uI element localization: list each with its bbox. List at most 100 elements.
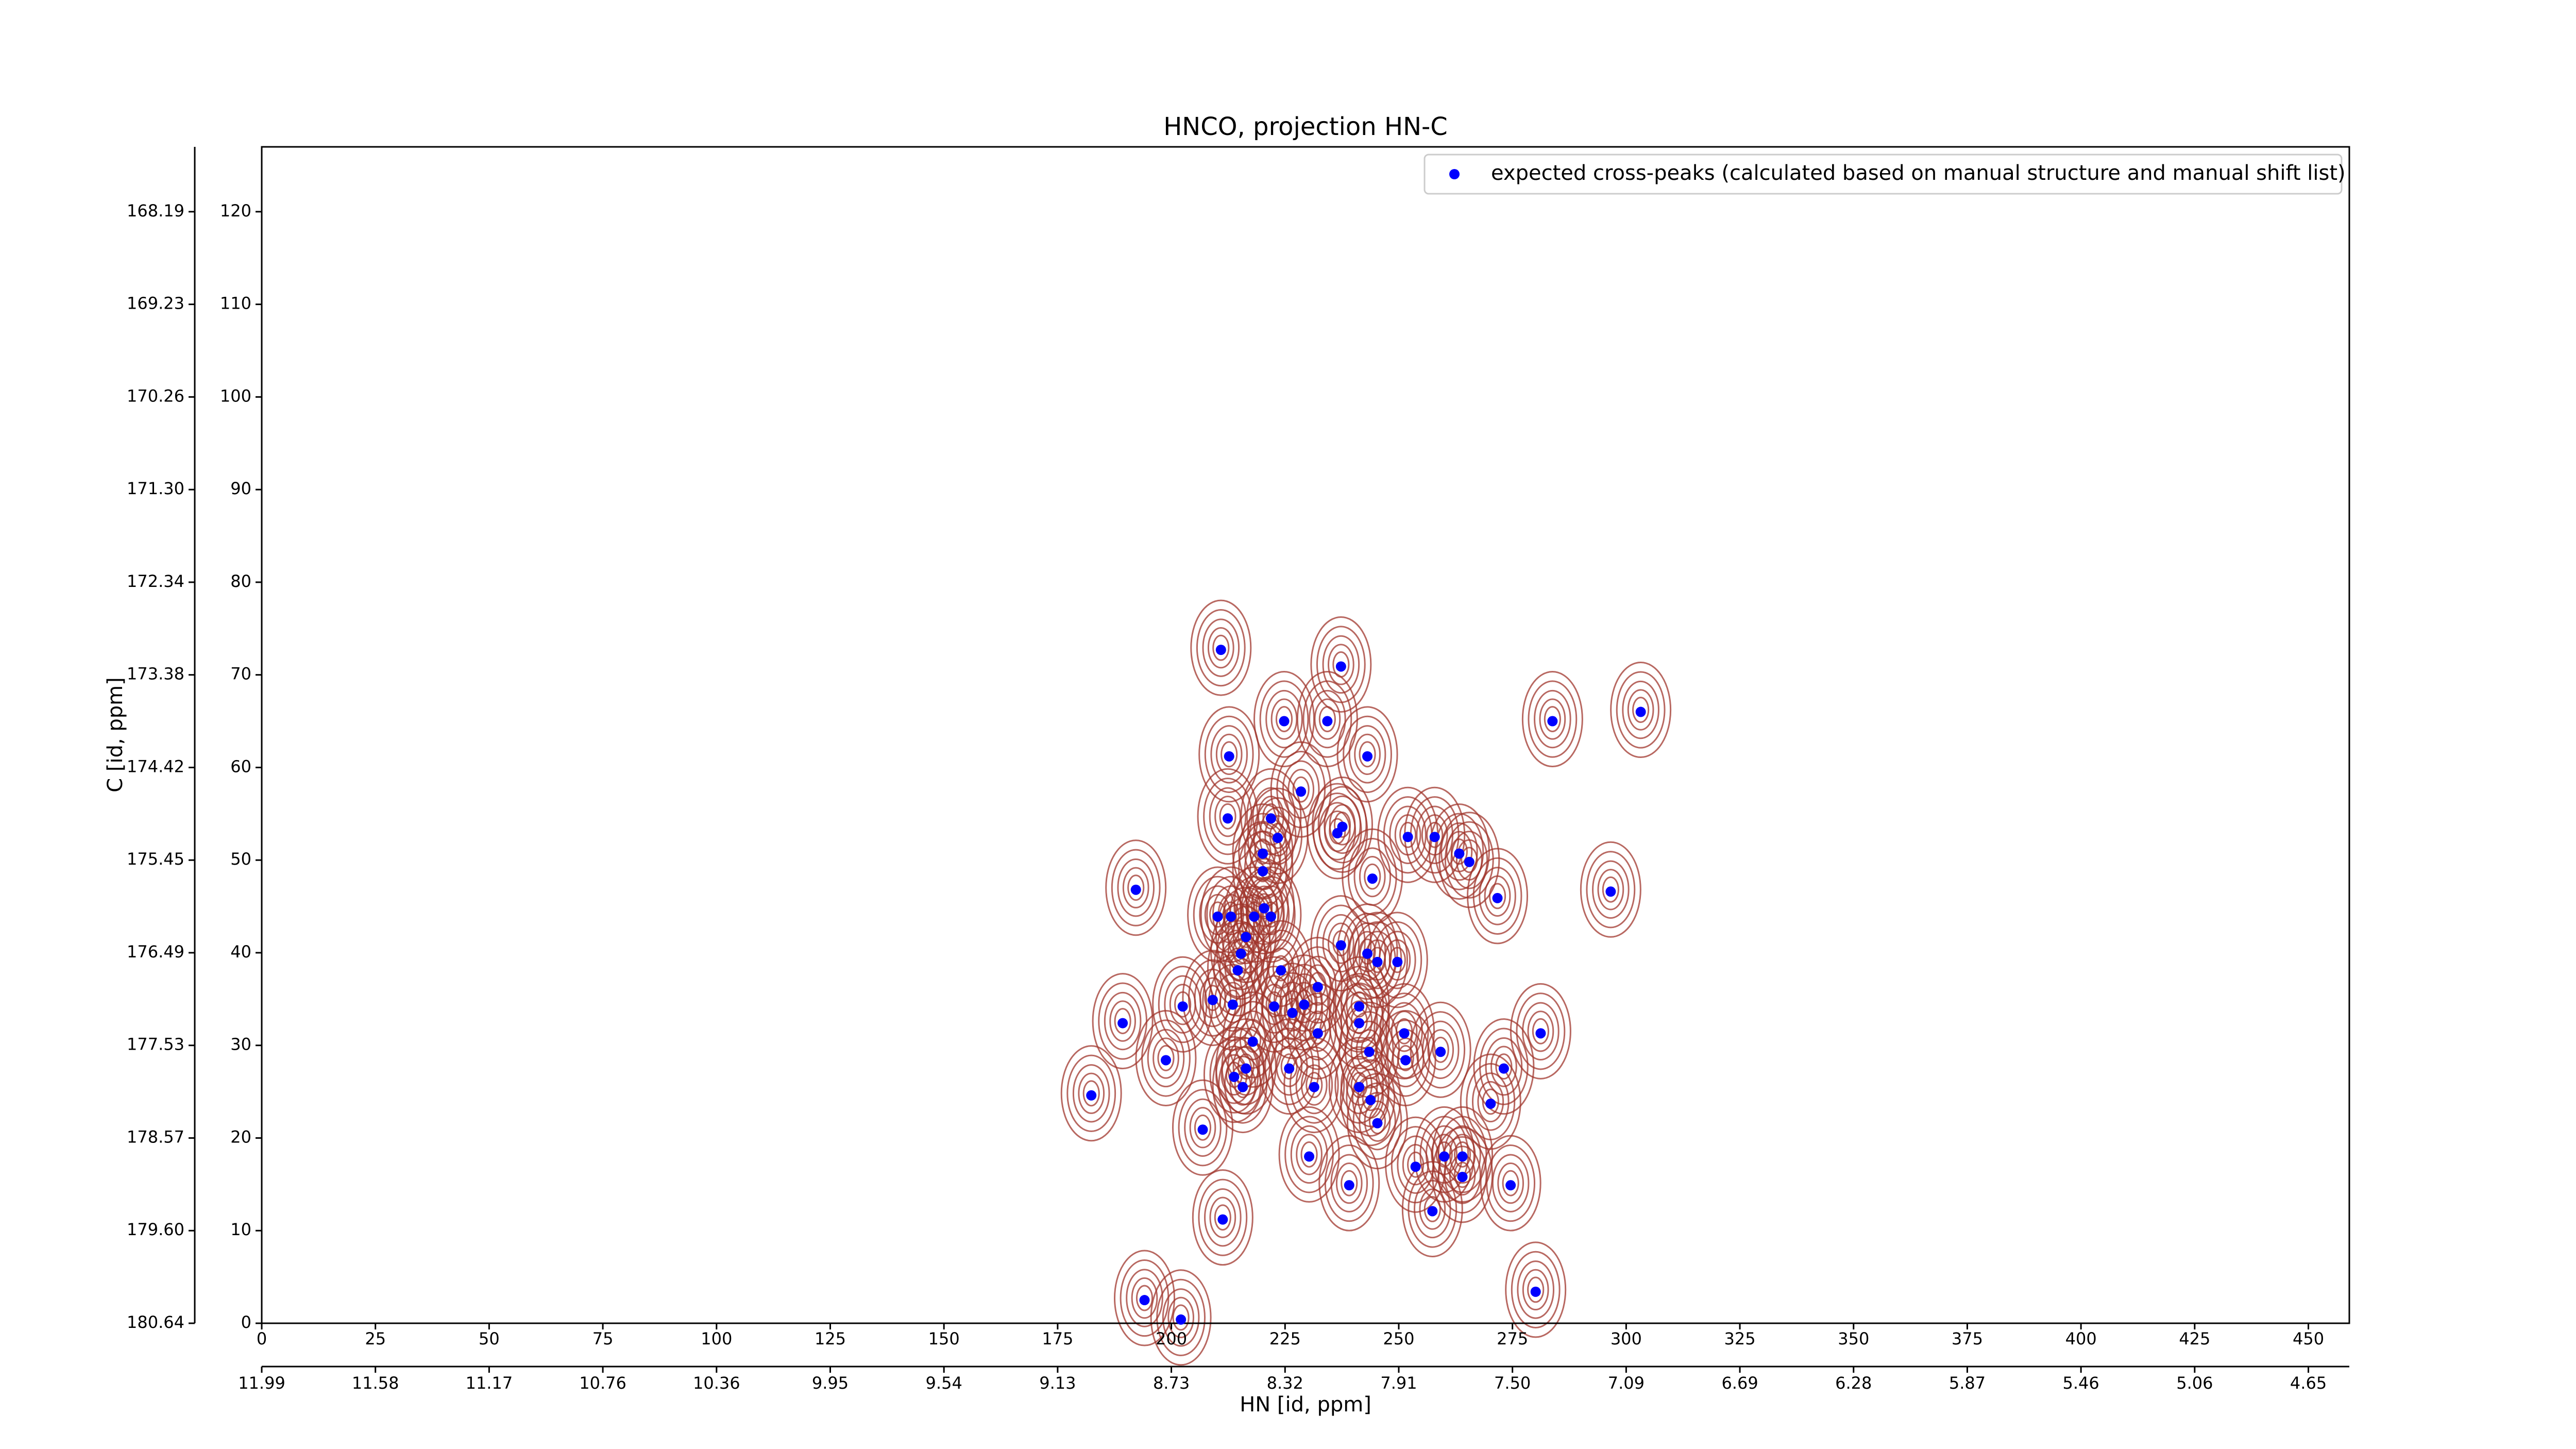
cross-peak [1265,813,1276,824]
peak-contour [1204,715,1254,793]
peak-contour [1280,1053,1298,1080]
peak-contour [1329,818,1346,845]
x-axis-label: HN [id, ppm] [1240,1393,1371,1417]
peak-contour [1328,956,1390,1053]
cross-peak [1492,892,1503,903]
peak-contour [1384,939,1411,981]
cross-peak [1410,1161,1421,1172]
cross-peak [1247,1036,1258,1047]
peak-contour [1299,1002,1337,1061]
peak-contour [1295,1055,1333,1115]
x-tick-label: 75 [592,1329,614,1349]
x-tick-label: 25 [365,1329,386,1349]
x-tick-label: 350 [1838,1329,1869,1349]
y-tick-label: 20 [230,1127,251,1147]
peak-contour [1265,689,1303,749]
y2-tick-label: 168.19 [127,201,184,221]
legend-marker [1449,169,1460,179]
peak-contour [1505,1241,1567,1338]
cross-peak [1335,661,1346,672]
peak-contour [1517,1260,1554,1319]
peak-contour [1289,1046,1339,1124]
peak-contour [1162,1288,1200,1347]
cross-peak [1304,1151,1315,1162]
x-tick-label: 50 [479,1329,500,1349]
peak-contour [1388,947,1406,973]
peak-contour [1113,1250,1175,1346]
peak-contour [1467,848,1529,945]
x2-tick-label: 7.09 [1608,1373,1645,1393]
peak-contour [1192,1169,1253,1266]
peak-contour [1304,964,1331,1006]
peak-contour [1438,812,1500,908]
peak-contour [1174,991,1192,1018]
peak-contour [1318,706,1336,732]
peak-contour [1141,1019,1191,1097]
x-tick-label: 225 [1269,1329,1301,1349]
y2-tick-label: 173.38 [127,664,184,684]
cross-peak [1241,932,1251,942]
x2-tick-label: 10.36 [693,1373,740,1393]
peak-contour [1310,616,1372,713]
cross-peak [1464,856,1475,867]
x-tick-label: 375 [1952,1329,1983,1349]
peak-contour [1527,1010,1554,1052]
peak-contour [1136,1285,1154,1311]
peak-contour [1416,1011,1466,1089]
peak-contour [1302,680,1352,758]
peak-contour [1421,1020,1460,1079]
peak-contour [1270,698,1298,740]
peak-contour [1522,1269,1549,1311]
peak-contour [1167,1296,1194,1338]
x-tick-label: 125 [815,1329,846,1349]
peak-contour [1172,1079,1233,1176]
peak-contour [1114,1008,1131,1034]
chart-title: HNCO, projection HN-C [1163,112,1448,141]
cross-peak [1547,716,1558,727]
peak-contour [1580,841,1641,938]
y-tick-label: 50 [230,849,251,869]
peak-contour [1300,1141,1318,1168]
cross-peak [1362,751,1373,762]
peak-contour [1473,1018,1535,1115]
peak-contour [1428,803,1490,900]
peak-contour [1169,984,1196,1025]
x2-tick-label: 4.65 [2290,1373,2327,1393]
x2-tick-label: 6.69 [1721,1373,1758,1393]
peak-contour [1212,1037,1274,1134]
y-tick-label: 120 [220,201,251,221]
peak-contour [1316,626,1366,703]
peak-contour [1092,973,1154,1070]
peak-contour [1276,1046,1303,1087]
peak-contour [1322,635,1360,694]
peak-contour [1432,1036,1449,1063]
peak-contour [1127,874,1145,901]
peak-contour [1240,768,1302,865]
peak-contour [1434,813,1484,890]
peak-contour [1072,1064,1110,1123]
cross-peak [1372,956,1383,967]
peak-contour [1327,644,1354,685]
peak-contour [1597,869,1624,911]
cross-peak [1427,1206,1438,1217]
peak-contour [1495,1053,1513,1080]
peak-contour [1184,1098,1222,1157]
x-tick-label: 200 [1156,1329,1187,1349]
peak-contour [1399,821,1417,848]
peak-contour [1182,950,1244,1047]
peak-contour [1627,689,1654,731]
y-tick-label: 40 [230,942,251,962]
x2-tick-label: 5.46 [2063,1373,2099,1393]
peak-contour [1202,618,1240,677]
y-tick-label: 100 [220,386,251,406]
peak-contour [1477,1081,1504,1123]
peak-contour [1539,698,1566,740]
peak-contour [1198,1178,1248,1256]
cross-peak [1160,1055,1171,1066]
peak-contour [1521,671,1583,768]
cross-peak [1354,1001,1365,1012]
peak-contour [1204,1188,1242,1247]
peak-contour [1219,803,1236,830]
peak-contour [1207,627,1234,669]
y-tick-label: 0 [241,1312,251,1332]
